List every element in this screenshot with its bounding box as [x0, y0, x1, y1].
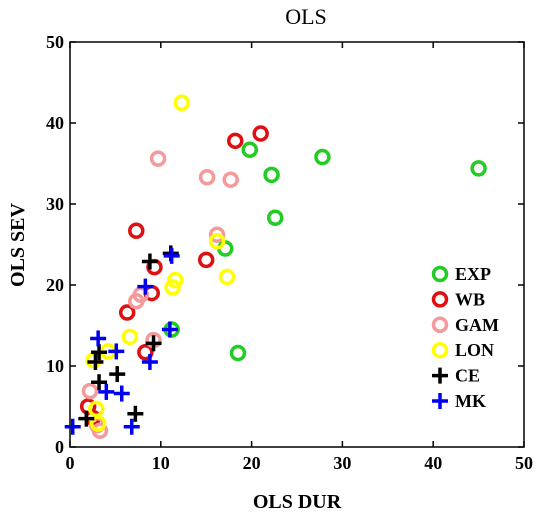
legend-marker-ce: [432, 367, 448, 384]
point-mk: [163, 247, 180, 264]
plot-frame: [69, 41, 525, 448]
point-lon: [218, 268, 236, 286]
y-tick-label: 20: [46, 275, 64, 295]
point-lon: [121, 328, 139, 346]
x-tick-label: 10: [152, 453, 170, 473]
legend-item-exp: EXP: [431, 264, 491, 284]
point-lon: [88, 400, 105, 418]
point-gam: [222, 171, 239, 188]
legend-item-mk: MK: [432, 391, 486, 411]
point-lon: [164, 279, 181, 296]
point-ce: [91, 344, 108, 361]
axis-ticks: 0 10 20 30 40 50 0 10 20 30 40 50: [46, 32, 533, 473]
point-mk: [64, 418, 81, 435]
point-mk: [137, 278, 154, 295]
legend-item-wb: WB: [431, 289, 485, 309]
legend-marker-mk: [432, 393, 448, 409]
point-mk: [90, 330, 107, 347]
point-exp: [241, 141, 259, 158]
point-ce: [91, 374, 108, 391]
point-ce: [141, 253, 158, 270]
point-ce: [78, 410, 95, 427]
point-gam: [81, 382, 99, 400]
y-tick-label: 10: [46, 356, 64, 376]
chart-title: OLS: [285, 4, 327, 29]
y-tick-label: 30: [46, 194, 64, 214]
data-points: [64, 94, 487, 440]
point-ce: [87, 353, 104, 370]
point-ce: [145, 335, 162, 352]
legend-item-gam: GAM: [431, 315, 499, 335]
point-mk: [161, 321, 178, 338]
legend-marker-wb: [431, 291, 449, 308]
point-exp: [229, 344, 247, 362]
point-mk: [113, 385, 130, 402]
x-tick-label: 20: [243, 453, 261, 473]
x-tick-label: 50: [515, 453, 533, 473]
point-mk: [123, 418, 140, 435]
point-lon: [89, 415, 107, 432]
legend-marker-lon: [431, 341, 449, 359]
point-wb: [118, 304, 136, 321]
point-lon: [173, 94, 190, 111]
legend-item-lon: LON: [431, 340, 494, 360]
point-gam: [149, 150, 167, 167]
point-exp: [263, 166, 280, 184]
point-mk: [108, 343, 125, 360]
point-mk: [141, 353, 158, 370]
point-gam: [208, 226, 226, 244]
x-axis-label: OLS DUR: [253, 491, 342, 513]
legend-label-mk: MK: [455, 391, 486, 411]
legend-label-ce: CE: [455, 366, 480, 386]
point-exp: [470, 160, 487, 177]
point-wb: [197, 251, 215, 269]
y-tick-label: 0: [55, 437, 64, 457]
point-exp: [314, 148, 331, 166]
legend-marker-exp: [431, 265, 449, 283]
point-ce: [109, 366, 126, 383]
point-wb: [252, 125, 269, 142]
point-wb: [137, 343, 154, 361]
legend-label-gam: GAM: [455, 315, 499, 335]
y-tick-label: 50: [46, 32, 64, 52]
legend: EXP WB GAM LON CE MK: [431, 264, 499, 411]
point-lon: [208, 233, 226, 250]
legend-marker-gam: [431, 316, 449, 334]
point-exp: [266, 209, 284, 227]
point-mk: [98, 383, 115, 400]
point-wb: [128, 222, 145, 239]
y-tick-label: 40: [46, 113, 64, 133]
point-gam: [198, 169, 216, 186]
legend-label-lon: LON: [455, 340, 494, 360]
legend-label-wb: WB: [455, 289, 485, 309]
x-tick-label: 40: [424, 453, 442, 473]
legend-label-exp: EXP: [455, 264, 491, 284]
legend-item-ce: CE: [432, 366, 480, 386]
point-wb: [227, 132, 244, 150]
point-gam: [128, 292, 145, 310]
point-ce: [127, 405, 144, 422]
x-tick-label: 0: [66, 453, 75, 473]
x-tick-label: 30: [333, 453, 351, 473]
y-axis-label: OLS SEV: [7, 202, 29, 286]
